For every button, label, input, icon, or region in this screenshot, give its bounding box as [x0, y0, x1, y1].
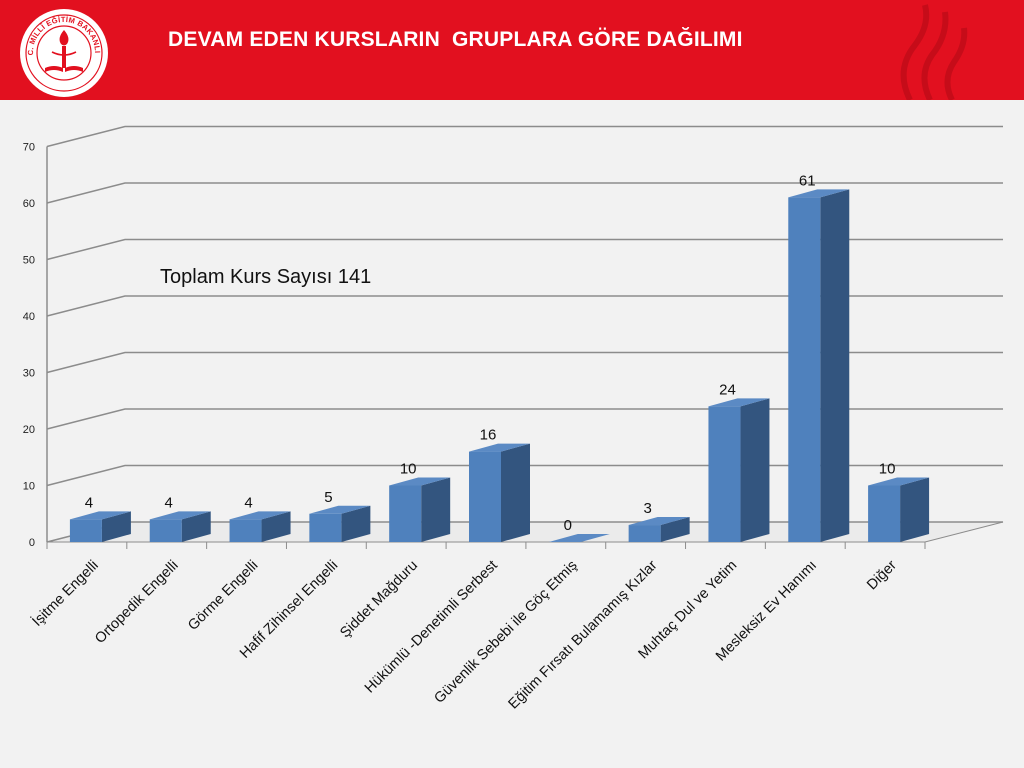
data-label: 4: [165, 494, 173, 511]
bar: [708, 398, 770, 542]
bar: [628, 517, 690, 542]
data-label: 3: [643, 500, 651, 517]
bar-top: [708, 398, 770, 407]
y-tick-label: 0: [29, 537, 35, 549]
bar-side: [261, 511, 291, 542]
bar-front: [309, 513, 342, 542]
gridline: [46, 238, 1003, 261]
bar-side: [900, 477, 930, 542]
page-title: DEVAM EDEN KURSLARIN GRUPLARA GÖRE DAĞIL…: [168, 28, 743, 51]
data-label: 24: [719, 381, 736, 398]
y-tick-label: 70: [23, 142, 35, 154]
bar-top: [628, 517, 690, 526]
bar: [469, 443, 530, 542]
bar: [69, 511, 131, 542]
y-tick-label: 40: [23, 311, 35, 323]
bar-front: [628, 525, 661, 542]
category-label: Görme Engelli: [185, 558, 261, 634]
bar-top: [868, 477, 930, 486]
gridline: [46, 351, 1003, 374]
bar-side: [181, 511, 211, 542]
bar-front: [149, 519, 182, 542]
category-label: Güvenlik Sebebi ile Göç Etmiş: [431, 558, 580, 707]
bar: [788, 189, 850, 542]
data-label: 16: [480, 427, 497, 444]
bar-front: [788, 197, 821, 542]
ministry-logo-icon: T.C. MİLLÎ EĞİTİM BAKANLIĞI: [19, 8, 108, 97]
bar-front: [708, 406, 741, 542]
bar-side: [820, 189, 850, 542]
bar: [548, 534, 610, 542]
data-label: 4: [244, 494, 252, 511]
y-tick-label: 60: [23, 198, 35, 210]
bar-front: [389, 485, 422, 542]
bar-top: [69, 511, 131, 520]
bar-side: [501, 443, 530, 542]
total-annotation: Toplam Kurs Sayısı 141: [160, 266, 371, 288]
bar-top: [309, 505, 371, 514]
data-label: 5: [324, 489, 332, 506]
gridline: [46, 295, 1003, 317]
data-label: 0: [564, 517, 572, 534]
bar: [868, 477, 930, 542]
y-tick-label: 50: [23, 255, 35, 267]
bar-front: [868, 485, 901, 542]
bar-side: [421, 477, 451, 542]
bar-front: [469, 451, 501, 542]
flame-watermark-icon: [900, 4, 968, 100]
bar-side: [660, 517, 690, 542]
category-label: Ortopedik Engelli: [92, 558, 181, 647]
bar-top: [788, 189, 850, 198]
data-label: 4: [85, 494, 93, 511]
bar: [309, 505, 371, 542]
bar: [389, 477, 451, 542]
category-label: Diğer: [864, 557, 900, 593]
bar-front: [229, 519, 262, 542]
data-label: 61: [799, 172, 816, 189]
bar-top: [548, 534, 610, 542]
y-tick-label: 10: [23, 481, 35, 493]
y-tick-label: 20: [23, 424, 35, 436]
bar: [149, 511, 211, 542]
category-label: İşitme Engelli: [28, 556, 102, 630]
bar-top: [149, 511, 211, 520]
bar-side: [341, 505, 371, 542]
bar-front: [69, 519, 102, 542]
header-bar: T.C. MİLLÎ EĞİTİM BAKANLIĞI DEVAM EDEN K…: [0, 0, 1024, 100]
bar-top: [229, 511, 291, 520]
category-label: Hükümlü -Denetimli Serbest: [362, 558, 501, 697]
bar-side: [740, 398, 770, 542]
gridline: [46, 125, 1003, 148]
y-tick-label: 30: [23, 368, 35, 380]
bar-top: [389, 477, 451, 486]
gridline: [46, 182, 1003, 204]
data-label: 10: [879, 461, 896, 478]
data-label: 10: [400, 461, 417, 478]
gridline: [46, 408, 1003, 430]
bar-side: [101, 511, 131, 542]
bar-top: [469, 443, 530, 452]
category-label: Şiddet Mağduru: [337, 558, 421, 642]
bar: [229, 511, 291, 542]
category-label: Eğitim Fırsatı Bulamamış Kızlar: [506, 557, 661, 712]
